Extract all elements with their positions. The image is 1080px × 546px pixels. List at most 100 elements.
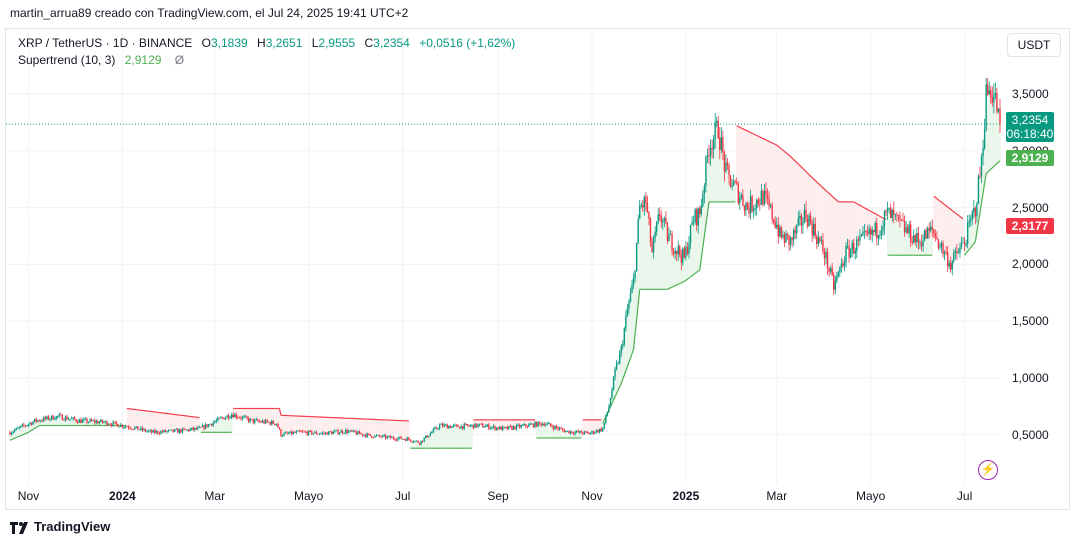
supertrend-fill-slice	[97, 422, 99, 426]
supertrend-fill-slice	[80, 421, 82, 426]
candle-body	[916, 232, 918, 242]
supertrend-fill-slice	[685, 252, 687, 281]
candle-body	[215, 420, 218, 422]
supertrend-segment	[602, 419, 605, 424]
candle-body	[923, 230, 926, 241]
candle-body	[869, 228, 872, 235]
lightning-icon[interactable]: ⚡	[978, 460, 998, 480]
supertrend-fill-slice	[652, 245, 655, 290]
tradingview-logo[interactable]: TradingView	[10, 519, 110, 534]
currency-button[interactable]: USDT	[1007, 33, 1061, 57]
supertrend-fill-slice	[54, 419, 56, 426]
candle-body	[307, 430, 310, 435]
candle-body	[883, 211, 886, 227]
supertrend-fill-slice	[987, 89, 989, 173]
candle-body	[277, 423, 279, 428]
supertrend-fill-slice	[434, 428, 436, 449]
candle-body	[569, 431, 572, 434]
supertrend-fill-slice	[668, 237, 670, 289]
supertrend-fill-slice	[642, 206, 644, 290]
candle-body	[776, 224, 778, 228]
supertrend-fill-slice	[771, 142, 773, 213]
supertrend-segment	[813, 178, 816, 182]
legend-symbol: XRP / TetherUS · 1D · BINANCE	[18, 36, 193, 50]
supertrend-fill-slice	[833, 197, 835, 283]
supertrend-segment	[991, 165, 995, 169]
supertrend-segment	[756, 134, 759, 137]
supertrend-fill-slice	[788, 155, 790, 240]
supertrend-segment	[867, 209, 870, 211]
candle-body	[745, 203, 747, 211]
supertrend-fill-slice	[81, 421, 84, 426]
supertrend-fill-slice	[682, 255, 684, 283]
supertrend-fill-slice	[745, 130, 747, 207]
chart-frame[interactable]	[5, 28, 1070, 510]
supertrend-fill-slice	[519, 419, 521, 427]
candle-body	[977, 175, 980, 204]
supertrend-fill-slice	[997, 110, 1000, 163]
candle-body	[451, 426, 453, 428]
supertrend-fill-slice	[206, 425, 208, 433]
candle-body	[269, 422, 271, 425]
candle-body	[53, 419, 56, 421]
candle-body	[126, 426, 128, 428]
candle-body	[160, 431, 162, 434]
candle-body	[358, 431, 361, 434]
supertrend-segment	[971, 243, 975, 246]
candle-body	[311, 431, 313, 435]
supertrend-fill-slice	[696, 217, 698, 273]
supertrend-segment	[819, 184, 822, 187]
supertrend-fill-slice	[856, 203, 858, 246]
candle-body	[161, 431, 164, 433]
candle-body	[335, 430, 338, 431]
supertrend-fill-slice	[131, 409, 133, 429]
supertrend-fill-slice	[417, 441, 419, 449]
supertrend-fill-slice	[358, 418, 361, 433]
supertrend-fill-slice	[266, 408, 268, 421]
candle-body	[194, 428, 196, 430]
candle-body	[580, 431, 582, 434]
candle-body	[546, 423, 549, 425]
candle-body	[560, 427, 562, 429]
supertrend-fill-slice	[238, 408, 241, 418]
candle-body	[274, 423, 276, 425]
candle-body	[408, 437, 410, 440]
supertrend-segment	[773, 143, 776, 145]
supertrend-fill-slice	[497, 419, 499, 429]
supertrend-fill-slice	[495, 419, 498, 429]
supertrend-segment	[739, 126, 742, 129]
candle-body	[848, 245, 850, 258]
candle-body	[548, 423, 550, 424]
supertrend-fill-slice	[18, 427, 21, 437]
candle-body	[223, 417, 225, 420]
candle-body	[186, 429, 188, 431]
candle-body	[204, 424, 207, 429]
supertrend-fill-slice	[859, 205, 861, 239]
supertrend-fill-slice	[659, 215, 661, 290]
supertrend-fill-slice	[357, 418, 359, 433]
supertrend-segment	[974, 231, 978, 242]
supertrend-fill-slice	[974, 212, 977, 242]
supertrend-fill-slice	[676, 252, 678, 285]
supertrend-fill-slice	[61, 417, 64, 426]
supertrend-fill-slice	[622, 345, 624, 380]
supertrend-fill-slice	[475, 419, 478, 426]
supertrend-fill-slice	[773, 143, 775, 221]
supertrend-fill-slice	[70, 418, 73, 426]
candle-body	[540, 423, 542, 426]
candle-body	[639, 205, 641, 219]
supertrend-segment	[873, 212, 876, 215]
supertrend-segment	[948, 207, 952, 210]
supertrend-segment	[31, 428, 34, 431]
candle-body	[394, 438, 396, 440]
candle-body	[27, 424, 30, 426]
candle-body	[911, 241, 913, 243]
candle-body	[565, 431, 567, 433]
supertrend-fill-slice	[312, 416, 315, 434]
supertrend-segment	[764, 138, 767, 141]
supertrend-fill-slice	[925, 234, 927, 256]
supertrend-fill-slice	[329, 417, 332, 432]
candle-body	[267, 421, 270, 423]
supertrend-fill-slice	[9, 433, 11, 441]
